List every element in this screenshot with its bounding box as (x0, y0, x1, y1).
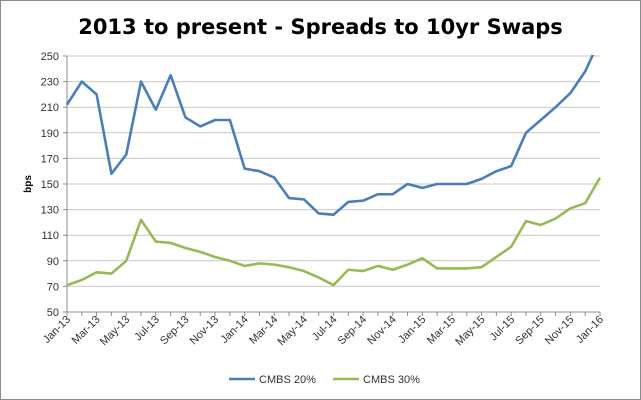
legend-label: CMBS 30% (363, 374, 420, 386)
y-tick-label: 110 (41, 230, 59, 242)
axes: 507090110130150170190210230250Jan-13Mar-… (23, 51, 606, 348)
x-tick-label: Jan-16 (574, 314, 606, 346)
legend-item-1: CMBS 20% (229, 374, 316, 386)
y-tick-label: 90 (47, 256, 59, 268)
x-tick-label: May-15 (453, 314, 487, 348)
legend-item-2: CMBS 30% (333, 374, 420, 386)
x-tick-label: Mar-13 (70, 314, 103, 347)
x-tick-label: Sep-13 (158, 314, 192, 348)
legend: CMBS 20% CMBS 30% (229, 374, 420, 386)
y-tick-label: 70 (47, 281, 59, 293)
x-tick-label: Nov-15 (543, 314, 577, 348)
x-tick-label: Jan-15 (396, 314, 428, 346)
x-tick-label: Mar-15 (425, 314, 458, 347)
y-tick-label: 250 (41, 51, 59, 63)
x-tick-label: Nov-13 (188, 314, 222, 348)
legend-label: CMBS 20% (259, 374, 316, 386)
x-tick-label: Sep-15 (513, 314, 547, 348)
chart-title: 2013 to present - Spreads to 10yr Swaps (78, 15, 563, 39)
x-tick-label: Jan-14 (219, 314, 251, 346)
y-tick-label: 230 (41, 77, 59, 89)
y-tick-label: 190 (41, 128, 59, 140)
x-tick-label: Sep-14 (336, 314, 370, 348)
y-tick-label: 50 (47, 307, 59, 319)
series-line-2 (66, 176, 602, 287)
y-tick-label: 210 (41, 102, 59, 114)
series-line-1 (65, 55, 595, 217)
y-axis-title: bps (23, 175, 34, 193)
series-layer (65, 55, 602, 287)
x-tick-label: Mar-14 (247, 314, 280, 347)
y-tick-label: 130 (41, 205, 59, 217)
x-tick-label: May-14 (276, 314, 310, 348)
x-tick-label: May-13 (98, 314, 132, 348)
y-tick-label: 170 (41, 153, 59, 165)
y-tick-label: 150 (41, 179, 59, 191)
x-tick-label: Nov-14 (365, 314, 399, 348)
